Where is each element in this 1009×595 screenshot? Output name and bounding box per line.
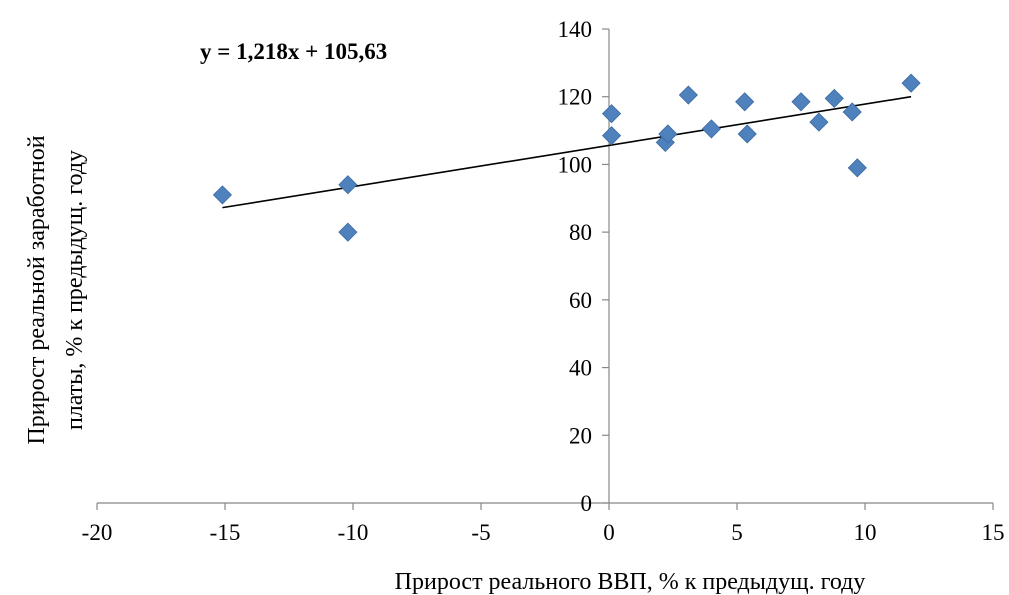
y-axis-title-line-2: платы, % к предыдущ. году <box>62 150 88 430</box>
x-tick-label: -10 <box>338 520 369 545</box>
data-point-marker <box>791 92 811 112</box>
x-tick-label: 15 <box>982 520 1005 545</box>
x-tick-label: 10 <box>854 520 877 545</box>
data-point-marker <box>842 102 862 122</box>
data-point-marker <box>735 92 755 112</box>
axes: -20 -15 -10 -5 0 5 10 15 0 20 40 60 80 100 120 140 <box>82 17 1005 545</box>
y-tick-label: 140 <box>558 17 593 42</box>
y-tick-label: 60 <box>569 288 592 313</box>
data-point-marker <box>212 185 233 205</box>
data-point-marker <box>737 124 757 144</box>
data-point-marker <box>678 85 698 105</box>
axis-labels: y = 1,218x + 105,63 Прирост реального ВВ… <box>24 39 865 595</box>
trendline-group <box>222 95 912 209</box>
data-point-marker <box>824 88 844 108</box>
data-point-marker <box>338 222 358 242</box>
data-point-marker <box>901 73 921 93</box>
data-point-marker <box>338 175 358 195</box>
x-tick-label: 5 <box>731 520 743 545</box>
data-point-marker <box>601 104 622 124</box>
y-tick-label: 120 <box>558 85 593 110</box>
y-tick-label: 100 <box>558 152 593 177</box>
data-point-marker <box>658 124 678 144</box>
trendline-equation: y = 1,218x + 105,63 <box>200 39 387 64</box>
trendline <box>222 95 912 209</box>
y-tick-label: 0 <box>581 491 593 516</box>
data-points <box>212 73 921 242</box>
x-axis-title: Прирост реального ВВП, % к предыдущ. год… <box>395 569 866 595</box>
x-tick-label: 0 <box>603 520 615 545</box>
x-tick-label: -20 <box>82 520 113 545</box>
data-point-marker <box>847 158 867 178</box>
data-point-marker <box>701 119 721 139</box>
data-point-marker <box>601 126 622 146</box>
x-tick-label: -15 <box>210 520 241 545</box>
y-axis-title-line-1: Прирост реальной заработной <box>24 135 50 444</box>
y-tick-label: 40 <box>569 356 592 381</box>
y-tick-label: 80 <box>569 220 592 245</box>
data-point-marker <box>809 112 829 132</box>
x-tick-label: -5 <box>471 520 490 545</box>
y-tick-label: 20 <box>569 423 592 448</box>
